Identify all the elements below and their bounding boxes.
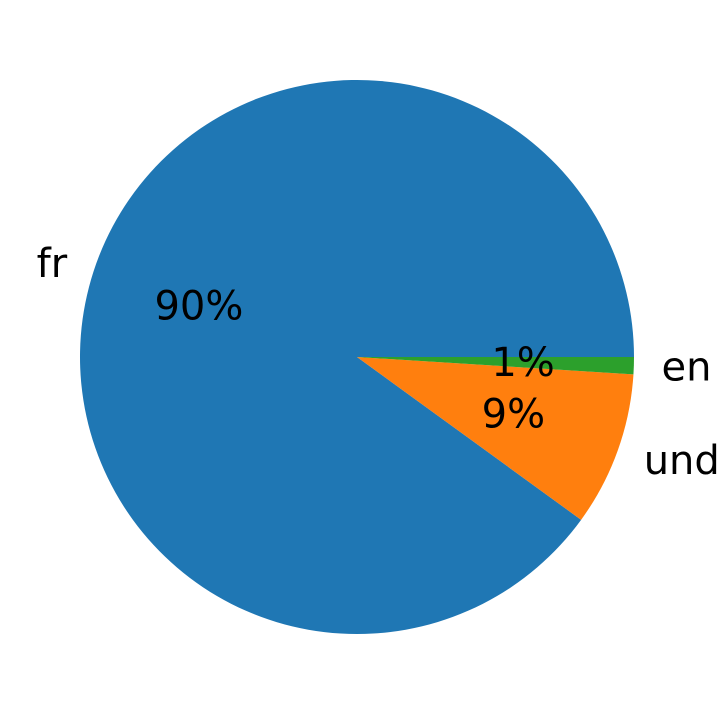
slice-pct-und: 9%	[482, 391, 545, 437]
pie-slice-und	[357, 357, 634, 520]
pie-slice-fr	[79, 80, 634, 635]
pie-labels: fr und en 90% 9% 1%	[37, 241, 720, 484]
slice-label-und: und	[644, 438, 720, 484]
pie-slice-en	[357, 357, 634, 375]
slice-pct-fr: 90%	[154, 284, 243, 330]
pie-wedges	[79, 80, 634, 635]
slice-label-fr: fr	[37, 241, 68, 287]
slice-label-en: en	[662, 345, 712, 391]
slice-pct-en: 1%	[491, 340, 554, 386]
